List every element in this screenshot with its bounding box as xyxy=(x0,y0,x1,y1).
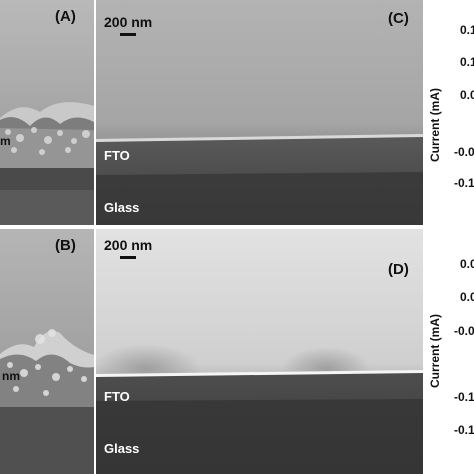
scale-bar-c xyxy=(120,33,136,36)
fto-label-c: FTO xyxy=(104,148,130,163)
panel-label-d: (D) xyxy=(388,261,409,278)
thickness-label-b: nm xyxy=(2,369,20,383)
plot-bottom-tick-3: -0.0 xyxy=(454,324,474,338)
thickness-label-a: m xyxy=(0,134,11,148)
sem-image-b xyxy=(0,229,94,474)
sem-image-a xyxy=(0,0,94,225)
plot-top-tick-1: 0.1 xyxy=(460,23,474,37)
sem-image-c xyxy=(96,0,423,225)
panel-label-a: (A) xyxy=(55,8,76,25)
plot-top-tick-5: -0.1 xyxy=(454,176,474,190)
plot-bottom-tick-2: 0.0 xyxy=(460,290,474,304)
plot-top-tick-3: 0.0 xyxy=(460,88,474,102)
sem-panel-b: (B) nm xyxy=(0,229,94,474)
panel-label-b: (B) xyxy=(55,237,76,254)
plot-bottom-tick-1: 0.0 xyxy=(460,257,474,271)
sem-panel-d: 200 nm (D) FTO Glass xyxy=(96,229,423,474)
plot-bottom-tick-5: -0.1 xyxy=(454,423,474,437)
plot-bottom-ylabel: Current (mA) xyxy=(428,314,442,388)
glass-label-c: Glass xyxy=(104,200,140,215)
sem-panel-a: (A) m xyxy=(0,0,94,225)
glass-label-d: Glass xyxy=(104,441,140,456)
plot-top-ylabel: Current (mA) xyxy=(428,88,442,162)
sem-panel-c: 200 nm (C) FTO Glass xyxy=(96,0,423,225)
fto-label-d: FTO xyxy=(104,389,130,404)
sem-image-d xyxy=(96,229,423,474)
plot-top-tick-2: 0.1 xyxy=(460,55,474,69)
scale-bar-d xyxy=(120,256,136,259)
panel-label-c: (C) xyxy=(388,10,409,27)
scale-label-d: 200 nm xyxy=(104,237,153,253)
plot-top-tick-4: -0.0 xyxy=(454,145,474,159)
plot-bottom-tick-4: -0.1 xyxy=(454,390,474,404)
scale-label-c: 200 nm xyxy=(104,14,153,30)
